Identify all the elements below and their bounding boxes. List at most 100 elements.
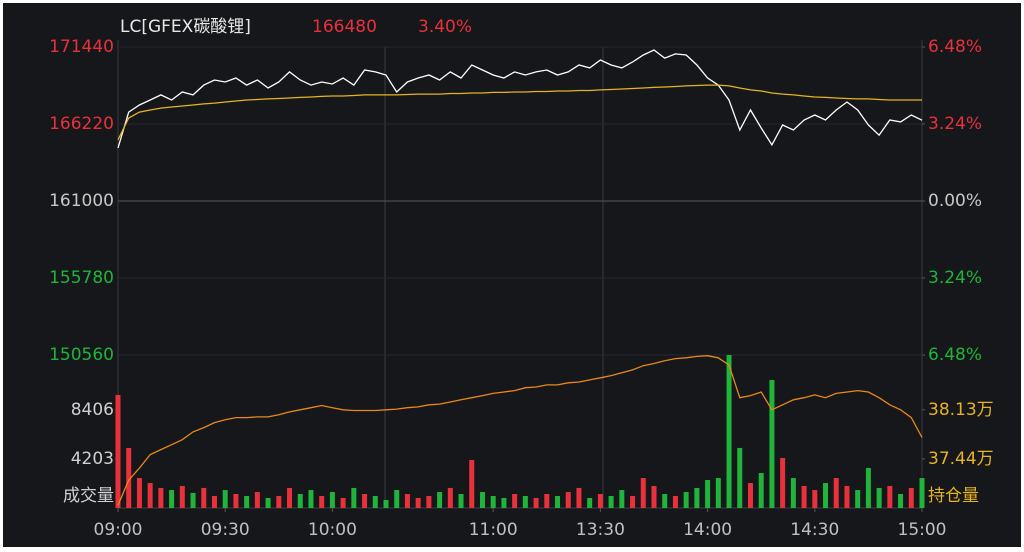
volume-bar [490,495,496,508]
volume-bar [404,494,410,508]
volume-bar [587,497,593,508]
volume-bar [179,485,185,508]
volume-bar [726,355,732,508]
volume-bar [426,495,432,508]
price-line [117,355,923,506]
volume-bar [447,487,453,508]
x-tick-label: 09:00 [94,520,143,540]
volume-bar [533,497,539,508]
volume-bar [458,494,464,508]
change-percent: 3.40% [418,17,472,37]
volume-bar [201,487,207,508]
volume-bar [265,497,271,508]
volume-bar [919,478,925,508]
x-tick-label: 14:00 [683,520,732,540]
volume-bar [437,492,443,508]
volume-bar [244,495,250,508]
volume-bar [855,490,861,508]
y-tick-label: 150560 [49,345,114,365]
volume-bar [597,494,603,508]
x-tick-label: 11:00 [469,520,518,540]
volume-bar [555,495,561,508]
volume-bar [576,487,582,508]
y2-axis-label: 持仓量 [928,486,979,506]
y2-tick-label: 6.48% [928,345,982,365]
volume-bar [222,490,228,508]
y-tick-label: 166220 [49,114,114,134]
volume-bar [308,490,314,508]
y2-tick-label: 6.48% [928,37,982,57]
volume-bar [190,492,196,508]
volume-bar [115,395,121,508]
volume-bar [823,483,829,508]
price-line [117,84,922,141]
volume-bar [233,494,239,508]
volume-bar [812,490,818,508]
volume-bar [898,494,904,508]
y-tick-label: 155780 [49,268,114,288]
volume-bar [351,487,357,508]
volume-bar [608,495,614,508]
volume-bar [833,478,839,508]
x-tick-label: 13:30 [576,520,625,540]
volume-bar [276,495,282,508]
volume-bar [640,478,646,508]
volume-bar [415,497,421,508]
volume-bar [565,492,571,508]
y-tick-label: 161000 [49,191,114,211]
volume-bar [126,447,132,508]
x-tick-label: 10:00 [308,520,357,540]
volume-bar [801,485,807,508]
y2-tick-label: 0.00% [928,191,982,211]
volume-bar [747,483,753,508]
volume-bar [544,494,550,508]
volume-bar [512,494,518,508]
y2-tick-label: 3.24% [928,114,982,134]
volume-bar [630,495,636,508]
volume-bar [844,485,850,508]
volume-bar [501,497,507,508]
volume-bar [254,492,260,508]
volume-bar [758,473,764,508]
y-tick-label: 8406 [71,400,114,420]
last-price: 166480 [312,17,377,37]
volume-bar [715,478,721,508]
volume-bar [169,490,175,508]
volume-bar [662,494,668,508]
price-line [117,49,923,149]
volume-bar [394,490,400,508]
volume-bar [876,487,882,508]
volume-bar [683,492,689,508]
y-tick-label: 171440 [49,37,114,57]
volume-bar [769,379,775,508]
volume-bar [619,490,625,508]
volume-bar [287,487,293,508]
y-tick-label: 4203 [71,449,114,469]
volume-bar [672,495,678,508]
background [3,3,1021,547]
volume-bar [865,468,871,508]
x-tick-label: 14:30 [790,520,839,540]
volume-bar [705,480,711,508]
y-axis-label: 成交量 [63,486,114,506]
volume-bar [136,478,142,508]
volume-bar [469,459,475,508]
volume-bar [340,497,346,508]
volume-bar [329,492,335,508]
volume-bar [479,492,485,508]
volume-bar [908,487,914,508]
volume-bar [790,478,796,508]
y2-tick-label: 3.24% [928,268,982,288]
volume-bar [372,495,378,508]
volume-bar [887,485,893,508]
volume-bar [522,495,528,508]
volume-bar [211,495,217,508]
volume-bar [737,447,743,508]
chart-title: LC[GFEX碳酸锂] [120,17,251,37]
volume-bar [694,487,700,508]
volume-bar [383,499,389,508]
volume-bar [158,487,164,508]
volume-bar [147,483,153,508]
